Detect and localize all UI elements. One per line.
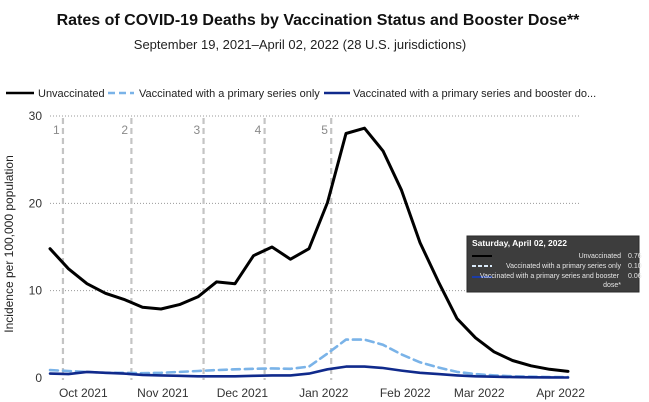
tooltip-label-booster: Vaccinated with a primary series and boo… — [480, 273, 621, 289]
legend-label-unvaccinated[interactable]: Unvaccinated — [38, 88, 105, 100]
legend: Unvaccinated Vaccinated with a primary s… — [6, 88, 596, 100]
legend-label-booster[interactable]: Vaccinated with a primary series and boo… — [353, 88, 596, 100]
y-tick-label: 0 — [35, 371, 42, 385]
data-series[interactable] — [48, 126, 570, 379]
y-tick-label: 30 — [29, 109, 43, 123]
period-marker-label: 3 — [194, 123, 201, 137]
y-tick-label: 20 — [29, 196, 43, 210]
tooltip-title: Saturday, April 02, 2022 — [472, 238, 567, 248]
x-tick-label: Feb 2022 — [380, 386, 431, 400]
tooltip-value-booster: 0.06 — [628, 273, 642, 280]
chart-subtitle: September 19, 2021–April 02, 2022 (28 U.… — [134, 37, 466, 52]
y-tick-label: 10 — [29, 284, 43, 298]
series-primary-only-line[interactable] — [48, 338, 570, 379]
x-tick-label: Apr 2022 — [536, 386, 585, 400]
x-tick-label: Dec 2021 — [217, 386, 269, 400]
x-tick-label: Oct 2021 — [59, 386, 108, 400]
series-booster-line[interactable] — [48, 365, 570, 379]
tooltip: Saturday, April 02, 2022 Unvaccinated 0.… — [466, 235, 642, 293]
period-marker-label: 1 — [53, 123, 60, 137]
tooltip-label-unvaccinated: Unvaccinated — [579, 253, 622, 260]
period-markers: 1 2 3 4 5 — [53, 118, 333, 380]
tooltip-label-primary-only: Vaccinated with a primary series only — [506, 263, 622, 270]
y-axis-label: Incidence per 100,000 population — [2, 155, 16, 332]
x-axis-ticks: Oct 2021 Nov 2021 Dec 2021 Jan 2022 Feb 2022… — [59, 386, 585, 400]
x-tick-label: Mar 2022 — [454, 386, 505, 400]
period-marker-label: 4 — [255, 123, 262, 137]
x-tick-label: Nov 2021 — [137, 386, 189, 400]
tooltip-value-unvaccinated: 0.76 — [628, 253, 642, 260]
x-tick-label: Jan 2022 — [299, 386, 349, 400]
period-marker-label: 5 — [321, 123, 328, 137]
tooltip-value-primary-only: 0.10 — [628, 263, 642, 270]
legend-label-primary-only[interactable]: Vaccinated with a primary series only — [139, 88, 320, 100]
y-axis-ticks: 0 10 20 30 — [29, 109, 43, 385]
period-marker-label: 2 — [121, 123, 128, 137]
tooltip-background — [466, 235, 640, 293]
chart-title: Rates of COVID-19 Deaths by Vaccination … — [57, 12, 581, 29]
series-unvaccinated-line[interactable] — [48, 126, 570, 373]
